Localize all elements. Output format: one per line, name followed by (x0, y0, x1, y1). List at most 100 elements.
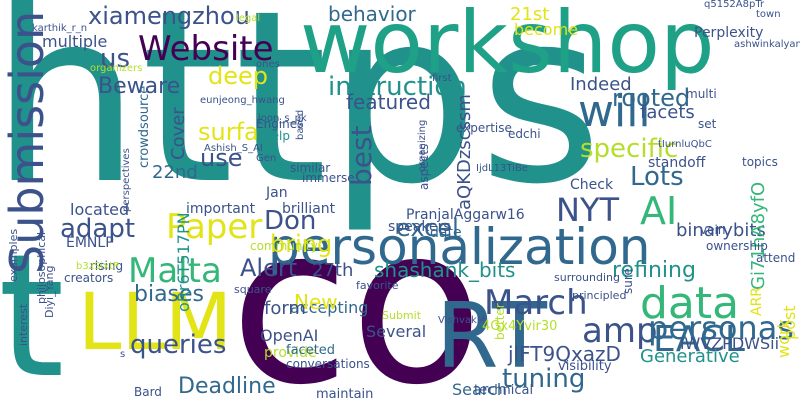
word: ownership (706, 239, 768, 253)
word: ashwinkalyan7 (734, 39, 800, 50)
word: technical (474, 383, 534, 398)
word: ones (256, 59, 280, 70)
word: Deadline (178, 374, 276, 399)
word: s (120, 349, 126, 360)
word: immerse (302, 171, 355, 185)
word: creators (64, 271, 114, 285)
word: similar (290, 161, 331, 175)
word: multiple (42, 32, 108, 51)
word: amp (582, 311, 658, 351)
word: instruction (328, 72, 467, 102)
word: better (493, 303, 507, 340)
word: aQKDzscssm (454, 94, 475, 210)
word: shashank_bits (374, 258, 516, 282)
word: edchi (508, 127, 541, 141)
word: Don (264, 206, 317, 236)
word: examples (7, 228, 20, 282)
word: New (294, 290, 338, 314)
word: tIurnluQbC (658, 139, 712, 150)
word: crowdsource (137, 85, 152, 168)
word: b3zSixtP (76, 261, 119, 272)
word: principled (572, 289, 627, 302)
word: expertise (456, 121, 512, 135)
word: Gi71hA8yfO (748, 181, 769, 290)
word: community (250, 239, 318, 253)
word: first (432, 73, 452, 84)
word: Engines (256, 117, 304, 131)
word: provide (264, 345, 317, 361)
word: binarybits (676, 220, 766, 241)
word: karthik_r_n (32, 23, 88, 34)
word: rooted (612, 84, 691, 112)
word: use (200, 144, 243, 172)
word: vein (700, 223, 726, 237)
word: interest (17, 303, 30, 346)
word: work (774, 319, 793, 358)
word: LLM (78, 278, 233, 368)
word: adapt (60, 214, 136, 244)
word: personalization (268, 218, 651, 276)
word: refining (612, 258, 696, 283)
word: OpenAI (260, 326, 319, 345)
word: perspectives (121, 148, 132, 212)
word: EMNLP (66, 235, 114, 251)
word: Website (138, 29, 274, 69)
word: Lots (630, 162, 684, 192)
word: brilliant (282, 201, 336, 217)
word: Submit (382, 309, 422, 322)
word: multi (686, 87, 717, 101)
word: date (430, 225, 462, 241)
word: organizers (90, 63, 143, 74)
word: us (100, 44, 131, 74)
word: Malta (128, 251, 222, 291)
word: featured (346, 90, 431, 114)
word: help (264, 129, 290, 143)
word: visibility (558, 359, 612, 374)
word: queries (130, 330, 227, 360)
word: based (295, 109, 306, 140)
word: PranjalAggarw16 (406, 207, 525, 223)
word: conversations (286, 357, 370, 371)
word: personas (648, 309, 794, 347)
word: Perplexity (694, 25, 764, 41)
word: lWVZPDWSii (680, 334, 780, 353)
word: t (0, 218, 65, 400)
word: q5152A8pTr (704, 0, 765, 10)
word: will (578, 86, 651, 137)
word: legal (236, 13, 261, 24)
word: oRr6T517PN (174, 212, 193, 312)
word: Generative (640, 346, 740, 367)
word: Cover (168, 107, 189, 160)
word: EACL (653, 319, 745, 360)
word: important (186, 201, 256, 217)
word: Indeed (570, 74, 632, 95)
word: Paper (166, 207, 263, 247)
word: square (234, 283, 272, 296)
word: xiamengzhou (88, 2, 250, 30)
word: faceted (286, 343, 336, 358)
word: data (640, 278, 740, 329)
word: co (230, 180, 484, 400)
word: RT (436, 284, 547, 389)
word: attend (756, 251, 796, 265)
word: behavior (328, 2, 416, 26)
word: workshop (300, 0, 715, 93)
word: deep (208, 62, 268, 90)
word: organizing (417, 119, 428, 172)
word: bring (270, 230, 333, 258)
word: 22nd (152, 162, 198, 183)
word: Several (366, 322, 427, 341)
word: 4Gx4Yvir30 (482, 319, 558, 334)
word: VishvakM (438, 315, 486, 326)
word: Search (452, 380, 507, 399)
word: ARR (749, 286, 765, 316)
word: March (484, 283, 588, 323)
word: jlFT9QxazD (508, 342, 621, 366)
word: Gen (256, 153, 277, 164)
word: form (264, 298, 306, 319)
word: surfa (198, 118, 259, 146)
word: favorite (356, 279, 399, 292)
word: Diyi_Yang (43, 265, 56, 319)
word: specific (580, 134, 679, 164)
